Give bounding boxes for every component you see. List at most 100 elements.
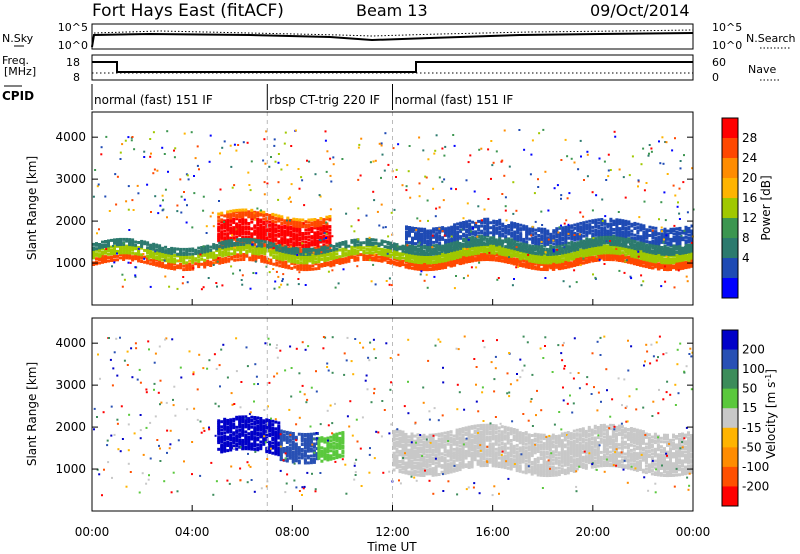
data-cell (356, 265, 358, 267)
data-cell (472, 227, 474, 229)
data-cell (475, 258, 477, 260)
data-cell (232, 273, 234, 275)
data-cell (661, 227, 663, 229)
data-cell (182, 268, 185, 271)
data-cell (443, 199, 445, 201)
data-cell (217, 216, 220, 219)
cpid-label: CPID (2, 89, 34, 103)
data-cell (447, 227, 450, 230)
data-cell (552, 263, 555, 266)
data-cell (350, 239, 353, 242)
data-cell (224, 240, 227, 243)
data-cell (513, 231, 516, 234)
data-cell (278, 286, 280, 288)
data-cell (159, 205, 161, 207)
data-cell (679, 218, 681, 220)
data-cell (447, 238, 450, 241)
data-cell (366, 215, 368, 217)
data-cell (435, 232, 438, 235)
data-cell (522, 260, 525, 263)
data-cell (545, 251, 547, 253)
data-cell (682, 248, 685, 251)
data-cell (636, 229, 639, 232)
data-cell (604, 161, 606, 163)
data-cell (314, 249, 317, 252)
data-cell (573, 227, 576, 230)
data-cell (262, 211, 265, 214)
data-cell (459, 259, 462, 262)
data-cell (651, 257, 654, 260)
data-cell (477, 232, 480, 235)
data-cell (157, 212, 159, 214)
data-cell (299, 253, 302, 256)
data-cell (496, 254, 498, 256)
data-cell (552, 243, 555, 246)
data-cell (582, 262, 585, 265)
data-cell (462, 260, 465, 263)
data-cell (429, 250, 432, 253)
data-cell (315, 173, 317, 175)
data-cell (185, 248, 188, 251)
data-cell (341, 241, 344, 244)
data-cell (191, 226, 193, 228)
noise-left-tick-top: 10^5 (58, 21, 88, 34)
data-cell (579, 249, 582, 252)
data-cell (657, 236, 660, 239)
data-cell (260, 209, 262, 211)
data-cell (644, 189, 646, 191)
data-cell (489, 240, 492, 243)
data-cell (471, 251, 474, 254)
data-cell (563, 246, 565, 248)
data-cell (618, 219, 621, 222)
data-cell (101, 146, 103, 148)
data-cell (290, 255, 293, 258)
data-cell (408, 241, 411, 244)
data-cell (272, 268, 274, 270)
data-cell (585, 221, 588, 224)
data-cell (311, 254, 314, 257)
data-cell (564, 261, 567, 264)
data-cell (214, 262, 216, 264)
data-cell (504, 245, 507, 248)
data-cell (660, 233, 663, 236)
data-cell (347, 250, 350, 253)
data-cell (319, 220, 322, 223)
data-cell (661, 230, 663, 232)
data-cell (341, 248, 344, 251)
data-cell (402, 184, 404, 186)
data-cell (166, 216, 168, 218)
data-cell (221, 147, 223, 149)
data-cell (289, 237, 292, 240)
data-cell (164, 276, 166, 278)
data-cell (685, 254, 688, 257)
data-cell (158, 244, 161, 247)
noise-right-label: N.Search (746, 32, 796, 45)
data-cell (559, 226, 561, 228)
data-cell (134, 241, 137, 244)
data-cell (311, 248, 314, 251)
data-cell (182, 276, 184, 278)
data-cell (242, 274, 244, 276)
data-cell (251, 248, 254, 251)
data-cell (417, 244, 420, 247)
data-cell (164, 249, 167, 252)
data-cell (405, 241, 408, 244)
data-cell (268, 260, 270, 262)
data-cell (278, 253, 281, 256)
data-cell (587, 175, 589, 177)
data-cell (489, 221, 492, 224)
data-cell (268, 214, 271, 217)
data-cell (391, 284, 393, 286)
data-cell (188, 256, 191, 259)
data-cell (366, 251, 369, 254)
data-cell (344, 257, 347, 260)
data-cell (188, 248, 191, 251)
data-cell (558, 264, 561, 267)
data-cell (426, 230, 429, 233)
data-cell (624, 272, 626, 274)
data-cell (522, 263, 525, 266)
data-cell (253, 212, 255, 214)
data-cell (438, 260, 441, 263)
data-cell (585, 231, 588, 234)
data-cell (269, 250, 272, 253)
